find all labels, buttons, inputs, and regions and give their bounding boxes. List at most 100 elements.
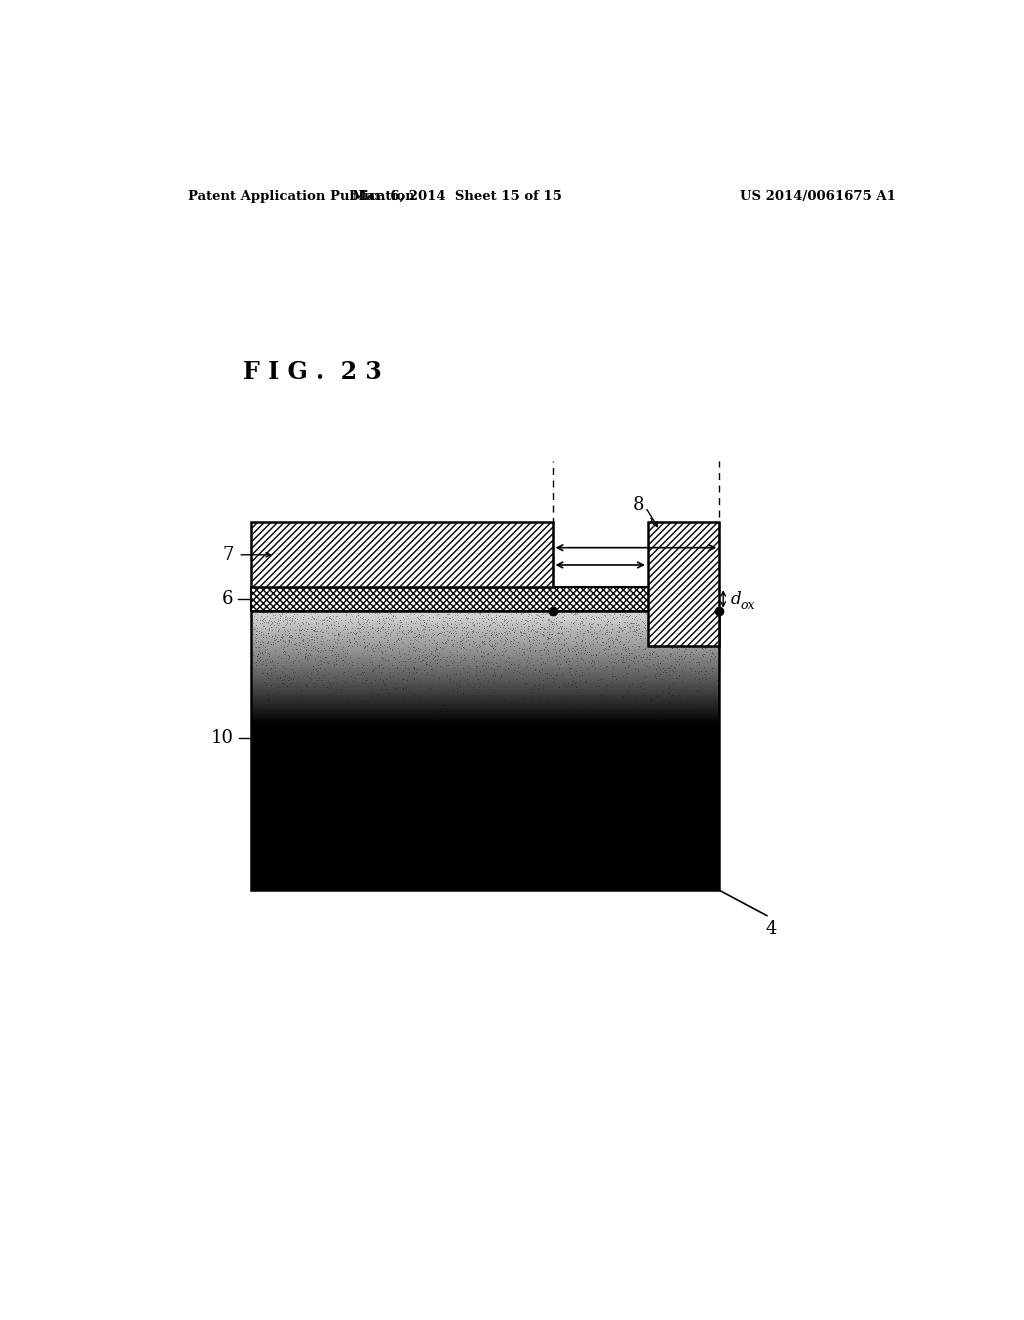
Bar — [251, 729, 719, 730]
Point — [385, 605, 401, 626]
Point — [557, 620, 573, 642]
Point — [311, 657, 328, 678]
Point — [243, 680, 259, 701]
Point — [386, 634, 402, 655]
Point — [660, 657, 677, 678]
Point — [695, 623, 712, 644]
Point — [547, 668, 563, 689]
Point — [710, 618, 726, 639]
Point — [674, 635, 690, 656]
Point — [275, 630, 292, 651]
Bar — [251, 883, 719, 884]
Point — [434, 623, 451, 644]
Bar — [251, 639, 719, 640]
Point — [560, 638, 577, 659]
Point — [350, 611, 367, 632]
Point — [551, 618, 567, 639]
Point — [623, 649, 639, 671]
Point — [409, 659, 425, 680]
Point — [360, 611, 377, 632]
Point — [415, 615, 431, 636]
Point — [454, 612, 470, 634]
Point — [287, 661, 303, 682]
Bar — [251, 652, 719, 653]
Point — [492, 616, 508, 638]
Point — [319, 616, 336, 638]
Point — [269, 680, 286, 701]
Point — [487, 652, 504, 673]
Point — [660, 622, 677, 643]
Point — [468, 622, 484, 643]
Point — [561, 623, 578, 644]
Point — [646, 632, 663, 653]
Point — [455, 635, 471, 656]
Point — [308, 614, 325, 635]
Text: ox: ox — [740, 598, 755, 611]
Point — [465, 676, 481, 697]
Point — [471, 607, 487, 628]
Point — [502, 655, 518, 676]
Point — [452, 664, 468, 685]
Point — [597, 614, 613, 635]
Point — [590, 607, 606, 628]
Point — [421, 630, 437, 651]
Point — [315, 622, 332, 643]
Point — [578, 697, 594, 718]
Point — [322, 685, 338, 706]
Point — [429, 649, 445, 671]
Point — [515, 639, 531, 660]
Point — [614, 651, 631, 672]
Point — [572, 606, 589, 627]
Point — [608, 627, 625, 648]
Point — [281, 623, 297, 644]
Point — [364, 616, 380, 638]
Point — [471, 636, 487, 657]
Point — [270, 624, 287, 645]
Point — [314, 631, 331, 652]
Point — [647, 614, 664, 635]
Point — [326, 655, 342, 676]
Point — [558, 676, 574, 697]
Point — [659, 614, 676, 635]
Point — [662, 632, 678, 653]
Point — [392, 610, 409, 631]
Point — [356, 635, 373, 656]
Point — [638, 619, 654, 640]
Point — [672, 616, 688, 638]
Point — [452, 634, 468, 655]
Point — [399, 669, 416, 690]
Point — [286, 612, 302, 634]
Point — [390, 638, 407, 659]
Point — [647, 607, 664, 628]
Point — [472, 603, 488, 624]
Point — [569, 614, 586, 635]
Point — [359, 655, 376, 676]
Point — [428, 639, 444, 660]
Point — [493, 626, 509, 647]
Point — [675, 636, 691, 657]
Point — [275, 616, 292, 638]
Point — [271, 645, 288, 667]
Point — [293, 684, 309, 705]
Point — [291, 615, 307, 636]
Point — [396, 623, 413, 644]
Point — [496, 634, 512, 655]
Point — [265, 630, 282, 651]
Point — [705, 610, 721, 631]
Point — [354, 615, 371, 636]
Point — [475, 664, 492, 685]
Point — [431, 698, 447, 719]
Point — [659, 612, 676, 634]
Point — [392, 645, 409, 667]
Point — [526, 640, 543, 661]
Bar — [251, 829, 719, 830]
Point — [598, 622, 614, 643]
Point — [701, 630, 718, 651]
Bar — [251, 587, 719, 611]
Point — [532, 644, 549, 665]
Point — [489, 623, 506, 644]
Point — [341, 657, 357, 678]
Point — [662, 603, 678, 624]
Point — [358, 634, 375, 655]
Point — [677, 620, 693, 642]
